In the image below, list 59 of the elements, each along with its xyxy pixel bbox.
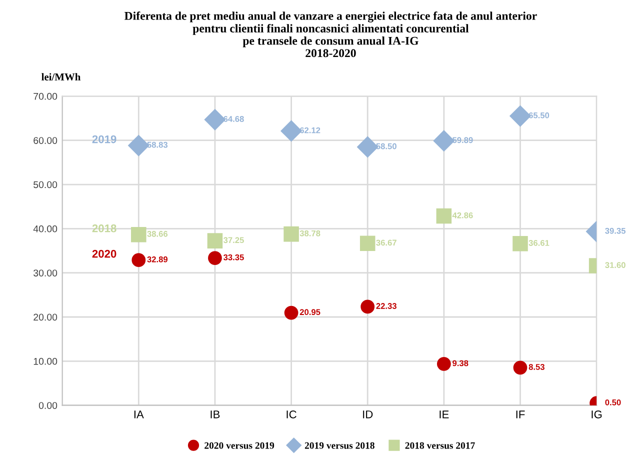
x-tick-label: IB	[210, 410, 220, 418]
x-tick-label: ID	[363, 410, 373, 418]
data-label: 59.89	[452, 137, 473, 144]
data-label: 20.95	[300, 309, 320, 316]
y-tick-label: 40.00	[33, 225, 58, 232]
point	[360, 236, 376, 252]
x-tick-label: IA	[134, 410, 144, 418]
point	[132, 253, 146, 268]
data-label: 31.60	[605, 262, 626, 268]
y-tick-label: 10.00	[34, 358, 58, 365]
data-label: 58.83	[147, 142, 168, 148]
x-tick-label: IC	[286, 410, 296, 418]
point	[207, 233, 223, 248]
annotation: 2019	[92, 135, 116, 144]
data-label: 37.25	[223, 237, 244, 244]
point	[512, 236, 528, 252]
data-label: 0.50	[605, 399, 621, 406]
y-tick-label: 20.00	[34, 314, 58, 321]
x-tick-label: IF	[516, 410, 525, 418]
legend-label: 2018 versus 2017	[405, 442, 475, 449]
point	[204, 109, 226, 130]
data-label: 39.35	[605, 228, 626, 234]
x-tick-label: IE	[440, 410, 449, 418]
point	[208, 251, 222, 265]
x-tick-label: IG	[592, 410, 602, 418]
annotation: 2020	[92, 250, 116, 258]
y-axis-title: lei/MWh	[42, 73, 81, 81]
y-tick-label: 60.00	[34, 137, 58, 144]
data-label: 38.78	[300, 230, 320, 236]
chart-title: Diferenta de pret mediu anual de vanzare a energiei electrice fata de anul anterior pentru clientii finali noncasnici alimentati concurential pe transele de consum anual IA-IG 2018-2020	[124, 11, 537, 58]
point	[436, 208, 452, 224]
legend-label: 2020 versus 2019	[204, 442, 274, 449]
data-label: 58.50	[376, 143, 396, 150]
data-label: 8.53	[528, 364, 544, 370]
annotation: 2018	[92, 224, 116, 232]
data-label: 22.33	[376, 303, 396, 309]
y-tick-label: 50.00	[34, 181, 58, 188]
y-tick-label: 70.00	[34, 92, 58, 100]
data-label: 42.86	[452, 212, 473, 218]
point	[284, 306, 298, 320]
point	[360, 300, 375, 314]
point	[357, 136, 378, 158]
point	[433, 130, 454, 152]
point	[436, 356, 451, 371]
data-label: 38.66	[147, 230, 168, 237]
point	[131, 226, 146, 242]
data-label: 9.38	[452, 360, 468, 366]
data-label: 36.67	[376, 240, 396, 246]
y-tick-label: 30.00	[34, 270, 58, 276]
point	[128, 134, 150, 156]
legend-label: 2019 versus 2018	[304, 442, 374, 449]
data-label: 32.89	[147, 256, 168, 262]
point	[513, 360, 528, 375]
point	[280, 120, 302, 142]
point	[510, 106, 531, 127]
point	[284, 226, 299, 242]
data-label: 36.61	[528, 240, 550, 246]
y-tick-label: 0.00	[38, 402, 58, 409]
data-label: 33.35	[223, 254, 244, 260]
